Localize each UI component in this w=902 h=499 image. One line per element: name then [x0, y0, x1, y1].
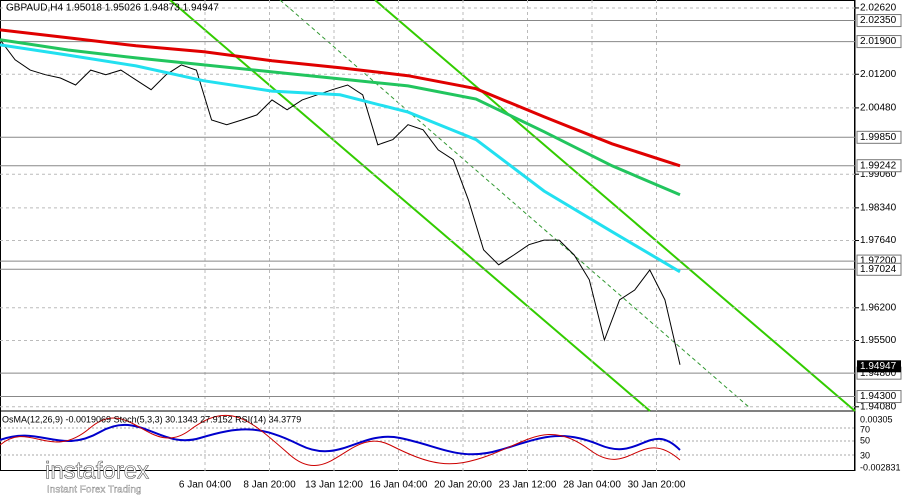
level-label: 1.94800 [860, 368, 897, 379]
y-tick-label: 1.94080 [860, 401, 897, 412]
last-price-label: 1.94947 [860, 361, 897, 372]
x-tick-label: 20 Jan 20:00 [434, 480, 492, 491]
series-line [0, 43, 681, 274]
indicator-label: OsMA(12,26,9) -0.0019069 Stoch(5,3,3) 30… [2, 414, 301, 424]
indicator-panel [0, 414, 855, 467]
channel-upper [374, 0, 856, 412]
y-tick-label: 1.96200 [860, 302, 897, 313]
y-tick-label: 2.02620 [860, 3, 897, 14]
x-tick-label: 6 Jan 04:00 [179, 480, 232, 491]
level-box [856, 159, 902, 173]
level-box [856, 14, 902, 28]
series-line [0, 39, 681, 365]
y-tick-label: 2.01200 [860, 69, 897, 80]
channel-middle [279, 0, 751, 409]
level-label: 2.02350 [860, 15, 897, 26]
y-tick-label: 1.97640 [860, 235, 897, 246]
x-tick-label: 16 Jan 04:00 [370, 480, 428, 491]
series-line [0, 38, 681, 197]
x-tick-label: 28 Jan 04:00 [563, 480, 621, 491]
x-tick-label: 30 Jan 20:00 [628, 480, 686, 491]
rsi-line [0, 423, 681, 456]
level-box [856, 130, 902, 144]
watermark-brand: instaforex [45, 457, 149, 484]
x-tick-label: 8 Jan 20:00 [243, 480, 296, 491]
stoch-line [0, 414, 681, 467]
indicator-tick-label: 0.00305 [860, 414, 893, 424]
y-tick-label: 2.00480 [860, 103, 897, 114]
chart-title: GBPAUD,H4 1.95018 1.95026 1.94873 1.9494… [6, 3, 219, 14]
last-price-box [857, 360, 901, 373]
indicator-tick-label: -0.002831 [860, 462, 901, 472]
y-tick-label: 1.99060 [860, 169, 897, 180]
level-box [856, 262, 902, 276]
level-box [856, 35, 902, 49]
level-label: 1.99242 [860, 160, 897, 171]
x-tick-label: 23 Jan 12:00 [499, 480, 557, 491]
indicator-tick-label: 30 [860, 450, 870, 460]
series-line [0, 28, 681, 168]
y-tick-label: 1.98340 [860, 202, 897, 213]
indicator-tick-label: 70 [860, 424, 870, 434]
level-label: 1.97024 [860, 264, 897, 275]
watermark-tagline: Instant Forex Trading [47, 485, 142, 496]
level-label: 2.01900 [860, 36, 897, 47]
level-label: 1.99850 [860, 132, 897, 143]
indicator-tick-label: 50 [860, 435, 870, 445]
y-tick-label: 1.95500 [860, 335, 897, 346]
level-box [856, 390, 902, 404]
x-tick-label: 13 Jan 12:00 [305, 480, 363, 491]
level-label: 1.97200 [860, 256, 897, 267]
level-label: 1.94300 [860, 391, 897, 402]
